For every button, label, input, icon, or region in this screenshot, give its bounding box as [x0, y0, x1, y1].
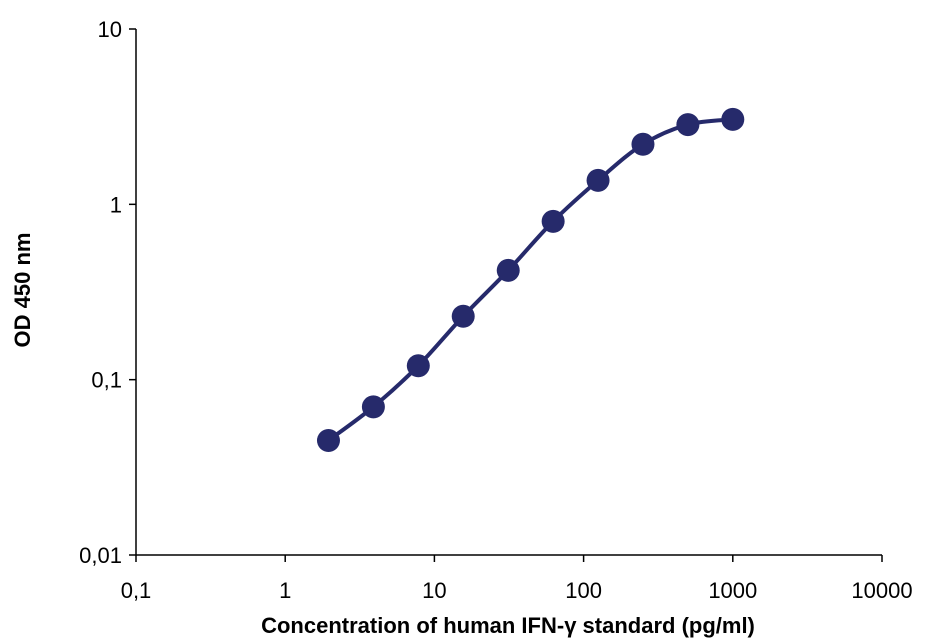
series-line — [326, 117, 735, 443]
x-tick-label: 1 — [279, 578, 291, 603]
x-tick-label: 100 — [565, 578, 602, 603]
data-point — [361, 395, 385, 419]
y-axis-title: OD 450 nm — [10, 233, 35, 348]
axes — [135, 29, 882, 556]
x-tick-label: 0,1 — [121, 578, 152, 603]
data-point — [496, 258, 520, 282]
data-point — [316, 428, 340, 452]
y-tick-label: 0,01 — [79, 543, 122, 568]
data-point — [631, 132, 655, 156]
data-point — [406, 354, 430, 378]
data-point — [676, 113, 700, 137]
y-tick-label: 10 — [98, 17, 122, 42]
data-point — [451, 304, 475, 328]
y-tick-label: 0,1 — [91, 368, 122, 393]
x-axis-title: Concentration of human IFN-γ standard (p… — [261, 613, 755, 638]
x-tick-label: 10 — [422, 578, 446, 603]
data-points — [316, 107, 745, 452]
data-point — [586, 168, 610, 192]
x-tick-label: 1000 — [708, 578, 757, 603]
data-point — [721, 107, 745, 131]
x-axis-ticks: 0,1 1 10 100 1000 10000 — [121, 555, 913, 603]
data-point — [541, 209, 565, 233]
x-tick-label: 10000 — [851, 578, 912, 603]
y-axis-ticks: 0,01 0,1 1 10 — [79, 17, 136, 568]
y-tick-label: 1 — [110, 192, 122, 217]
